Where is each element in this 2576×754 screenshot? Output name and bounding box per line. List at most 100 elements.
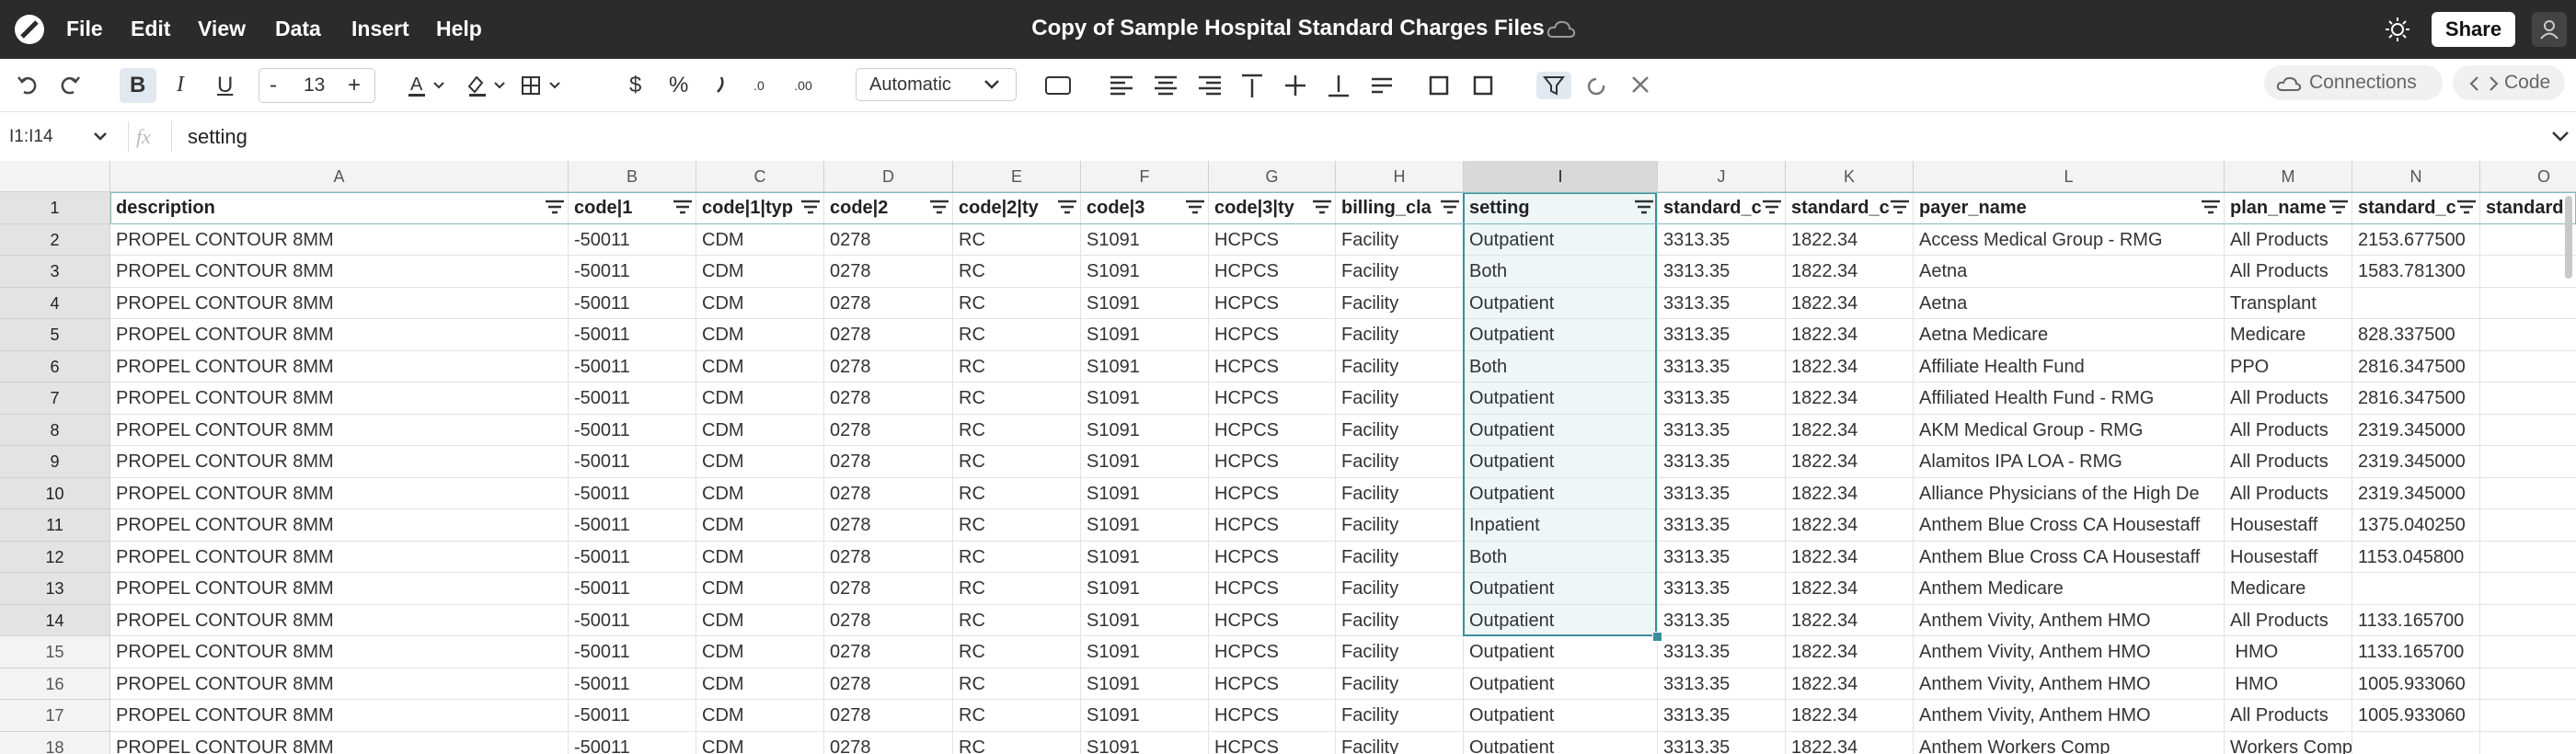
- cell[interactable]: 1005.933060: [2352, 700, 2480, 732]
- cell[interactable]: -50011: [569, 541, 696, 573]
- cell[interactable]: 1822.34: [1786, 731, 1914, 754]
- cell[interactable]: -50011: [569, 573, 696, 605]
- cell[interactable]: Anthem Vivity, Anthem HMO: [1914, 604, 2225, 636]
- column-header[interactable]: K: [1786, 161, 1914, 192]
- cell[interactable]: 1822.34: [1786, 223, 1914, 256]
- cell[interactable]: 1133.165700: [2352, 636, 2480, 668]
- cell[interactable]: PROPEL CONTOUR 8MM: [110, 350, 569, 383]
- cell[interactable]: S1091: [1081, 477, 1209, 509]
- cell[interactable]: RC: [953, 350, 1081, 383]
- cell[interactable]: S1091: [1081, 668, 1209, 700]
- cell[interactable]: [2480, 446, 2576, 478]
- cell[interactable]: -50011: [569, 414, 696, 446]
- cell[interactable]: [2480, 732, 2576, 754]
- cell[interactable]: S1091: [1081, 636, 1209, 668]
- align-icons[interactable]: [1044, 72, 1670, 99]
- cell[interactable]: RC: [953, 287, 1081, 319]
- cell[interactable]: PROPEL CONTOUR 8MM: [110, 636, 569, 668]
- cell[interactable]: Anthem Vivity, Anthem HMO: [1914, 636, 2225, 668]
- row-header[interactable]: 3: [0, 256, 110, 288]
- cell[interactable]: Access Medical Group - RMG: [1914, 223, 2225, 256]
- cell[interactable]: HCPCS: [1209, 477, 1336, 509]
- cell[interactable]: 3313.35: [1658, 700, 1786, 732]
- cell[interactable]: Facility: [1336, 287, 1464, 319]
- cell[interactable]: 1822.34: [1786, 541, 1914, 573]
- cell[interactable]: 0278: [824, 700, 953, 732]
- cell[interactable]: 1822.34: [1786, 256, 1914, 288]
- cell[interactable]: PROPEL CONTOUR 8MM: [110, 477, 569, 509]
- cell[interactable]: 1153.045800: [2352, 541, 2480, 573]
- cell[interactable]: Facility: [1336, 541, 1464, 573]
- cell[interactable]: PROPEL CONTOUR 8MM: [110, 700, 569, 732]
- cell[interactable]: 3313.35: [1658, 731, 1786, 754]
- cell[interactable]: PPO: [2225, 350, 2352, 383]
- cell[interactable]: [2480, 256, 2576, 288]
- cell[interactable]: All Products: [2225, 223, 2352, 256]
- cell[interactable]: Facility: [1336, 477, 1464, 509]
- font-size-increase[interactable]: +: [348, 73, 362, 97]
- cell[interactable]: CDM: [696, 541, 824, 573]
- cell[interactable]: RC: [953, 636, 1081, 668]
- filter-icon[interactable]: [1634, 200, 1654, 216]
- cell[interactable]: RC: [953, 256, 1081, 288]
- currency-button[interactable]: $: [629, 73, 642, 97]
- row-header[interactable]: 13: [0, 573, 110, 605]
- connections-button[interactable]: [2264, 65, 2443, 100]
- cell[interactable]: Anthem Blue Cross CA Housestaff: [1914, 509, 2225, 542]
- row-header[interactable]: 4: [0, 287, 110, 319]
- cell[interactable]: CDM: [696, 383, 824, 415]
- cell[interactable]: Aetna Medicare: [1914, 319, 2225, 351]
- cell[interactable]: Both: [1464, 256, 1658, 288]
- cell[interactable]: All Products: [2225, 446, 2352, 478]
- row-header[interactable]: 7: [0, 383, 110, 415]
- cell[interactable]: S1091: [1081, 541, 1209, 573]
- cell[interactable]: 1822.34: [1786, 446, 1914, 478]
- cell[interactable]: Facility: [1336, 414, 1464, 446]
- cell[interactable]: Housestaff: [2225, 541, 2352, 573]
- cell[interactable]: All Products: [2225, 477, 2352, 509]
- cell[interactable]: 1583.781300: [2352, 256, 2480, 288]
- cell[interactable]: RC: [953, 604, 1081, 636]
- filter-icon[interactable]: [1312, 200, 1332, 216]
- cell[interactable]: HCPCS: [1209, 319, 1336, 351]
- cell[interactable]: [2480, 288, 2576, 319]
- cell[interactable]: Facility: [1336, 350, 1464, 383]
- cell[interactable]: HCPCS: [1209, 636, 1336, 668]
- cell[interactable]: Affiliated Health Fund - RMG: [1914, 383, 2225, 415]
- cell[interactable]: 1822.34: [1786, 668, 1914, 700]
- cell[interactable]: 2319.345000: [2352, 446, 2480, 478]
- column-header[interactable]: G: [1209, 161, 1336, 192]
- cell[interactable]: HCPCS: [1209, 668, 1336, 700]
- cell[interactable]: PROPEL CONTOUR 8MM: [110, 383, 569, 415]
- cell[interactable]: 1822.34: [1786, 509, 1914, 542]
- cell[interactable]: Outpatient: [1464, 573, 1658, 605]
- cell[interactable]: [2480, 351, 2576, 383]
- header-cell[interactable]: payer_name: [1914, 192, 2225, 224]
- cell[interactable]: PROPEL CONTOUR 8MM: [110, 319, 569, 351]
- cell[interactable]: Outpatient: [1464, 414, 1658, 446]
- cell[interactable]: Outpatient: [1464, 700, 1658, 732]
- cell[interactable]: [2480, 478, 2576, 509]
- cell[interactable]: CDM: [696, 700, 824, 732]
- expand-chevron[interactable]: [2550, 129, 2570, 143]
- cell[interactable]: 3313.35: [1658, 223, 1786, 256]
- cell[interactable]: HCPCS: [1209, 350, 1336, 383]
- menu-item[interactable]: Data: [275, 17, 321, 40]
- bold-button[interactable]: B: [130, 73, 146, 97]
- cell[interactable]: Aetna: [1914, 287, 2225, 319]
- column-header[interactable]: J: [1658, 161, 1786, 192]
- cell[interactable]: PROPEL CONTOUR 8MM: [110, 604, 569, 636]
- cell[interactable]: -50011: [569, 604, 696, 636]
- cell[interactable]: CDM: [696, 350, 824, 383]
- cell[interactable]: Outpatient: [1464, 636, 1658, 668]
- cell[interactable]: 3313.35: [1658, 319, 1786, 351]
- cell[interactable]: All Products: [2225, 256, 2352, 288]
- row-header[interactable]: 8: [0, 414, 110, 446]
- cell[interactable]: 0278: [824, 509, 953, 542]
- cell[interactable]: RC: [953, 731, 1081, 754]
- cell[interactable]: S1091: [1081, 350, 1209, 383]
- cell[interactable]: -50011: [569, 731, 696, 754]
- column-header[interactable]: F: [1081, 161, 1209, 192]
- cell[interactable]: CDM: [696, 446, 824, 478]
- cell[interactable]: RC: [953, 477, 1081, 509]
